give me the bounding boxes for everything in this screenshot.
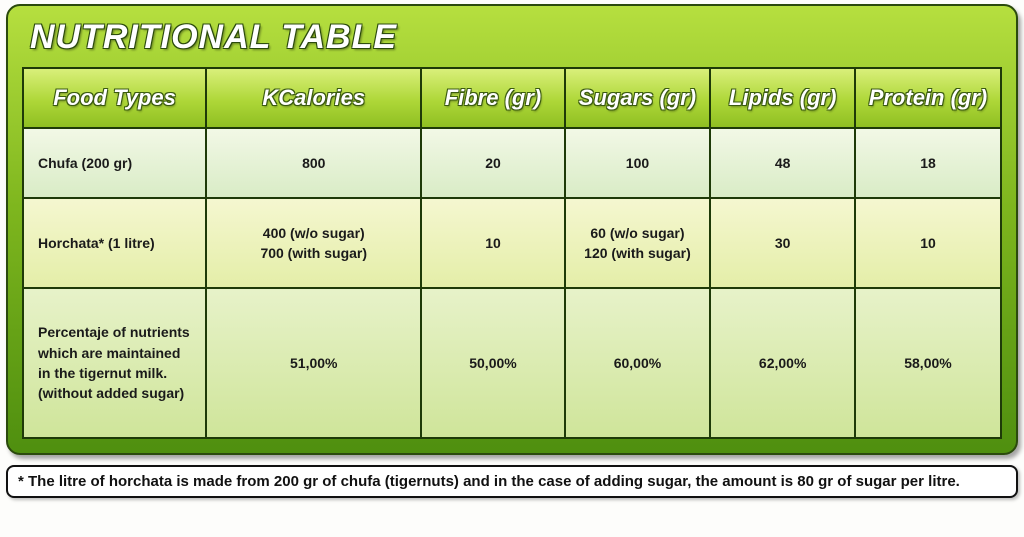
table-row: Horchata* (1 litre) 400 (w/o sugar)700 (… xyxy=(23,198,1001,288)
cell-kcal: 51,00% xyxy=(206,288,421,438)
col-header-fibre: Fibre (gr) xyxy=(421,68,564,128)
cell-protein: 18 xyxy=(855,128,1001,198)
cell-fibre: 10 xyxy=(421,198,564,288)
col-header-kcalories: KCalories xyxy=(206,68,421,128)
table-row: Chufa (200 gr) 800 20 100 48 18 xyxy=(23,128,1001,198)
cell-food-type: Horchata* (1 litre) xyxy=(23,198,206,288)
cell-kcal: 800 xyxy=(206,128,421,198)
col-header-sugars: Sugars (gr) xyxy=(565,68,711,128)
nutritional-panel: NUTRITIONAL TABLE Food Types KCalories F… xyxy=(6,4,1018,455)
cell-protein: 10 xyxy=(855,198,1001,288)
cell-food-type: Chufa (200 gr) xyxy=(23,128,206,198)
col-header-food-types: Food Types xyxy=(23,68,206,128)
cell-protein: 58,00% xyxy=(855,288,1001,438)
cell-fibre: 50,00% xyxy=(421,288,564,438)
cell-sugars: 60 (w/o sugar)120 (with sugar) xyxy=(565,198,711,288)
table-row: Percentaje of nutrients which are mainta… xyxy=(23,288,1001,438)
cell-lipids: 62,00% xyxy=(710,288,855,438)
table-header-row: Food Types KCalories Fibre (gr) Sugars (… xyxy=(23,68,1001,128)
cell-sugars: 60,00% xyxy=(565,288,711,438)
cell-lipids: 48 xyxy=(710,128,855,198)
footnote: * The litre of horchata is made from 200… xyxy=(6,465,1018,498)
cell-lipids: 30 xyxy=(710,198,855,288)
table-wrap: Food Types KCalories Fibre (gr) Sugars (… xyxy=(22,67,1002,439)
col-header-lipids: Lipids (gr) xyxy=(710,68,855,128)
nutritional-table: Food Types KCalories Fibre (gr) Sugars (… xyxy=(22,67,1002,439)
col-header-protein: Protein (gr) xyxy=(855,68,1001,128)
cell-fibre: 20 xyxy=(421,128,564,198)
panel-title: NUTRITIONAL TABLE xyxy=(8,6,1016,67)
cell-food-type: Percentaje of nutrients which are mainta… xyxy=(23,288,206,438)
cell-kcal: 400 (w/o sugar)700 (with sugar) xyxy=(206,198,421,288)
cell-sugars: 100 xyxy=(565,128,711,198)
